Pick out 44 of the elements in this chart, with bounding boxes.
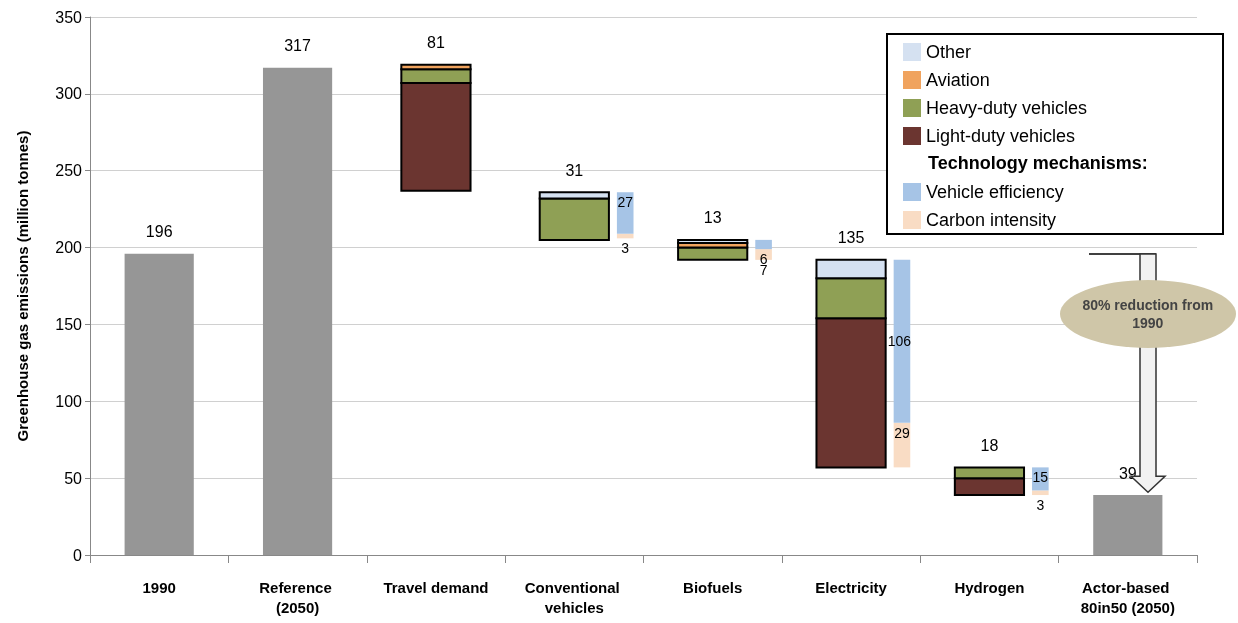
- bar: [616, 192, 634, 234]
- legend-label: Aviation: [926, 70, 990, 90]
- y-axis-title: Greenhouse gas emissions (million tonnes): [14, 130, 31, 442]
- annotation: 18: [980, 436, 999, 454]
- y-tick-label: 50: [64, 469, 83, 487]
- legend-title: Technology mechanisms:: [928, 153, 1148, 173]
- y-tick-label: 0: [73, 546, 83, 564]
- annotation: 81: [427, 34, 445, 52]
- data-label: 15: [1032, 469, 1049, 486]
- y-tick-label: 250: [55, 162, 83, 180]
- y-tick-label: 100: [55, 392, 83, 410]
- legend-label: Other: [926, 42, 972, 62]
- x-tick-label: Actor-based 80in50 (2050): [1080, 578, 1175, 616]
- data-label: 29: [894, 424, 910, 441]
- annotation: 13: [703, 209, 722, 227]
- y-tick-label: 200: [55, 239, 83, 257]
- data-label: 3: [621, 240, 630, 257]
- bar: [1093, 495, 1163, 555]
- y-tick-label: 150: [55, 315, 83, 333]
- data-label: 27: [617, 194, 634, 211]
- data-label: 317: [284, 37, 312, 55]
- x-tick-label: Electricity: [815, 578, 888, 596]
- annotation: 31: [565, 161, 584, 179]
- data-label: 196: [145, 223, 173, 241]
- y-tick-label: 300: [55, 85, 83, 103]
- bar: [755, 239, 772, 250]
- x-tick-label: 1990: [142, 578, 176, 596]
- annotation: 135: [837, 229, 865, 247]
- x-tick-label: Biofuels: [683, 578, 743, 596]
- data-label: 3: [1036, 497, 1045, 514]
- bar: [262, 67, 333, 555]
- y-tick-label: 350: [55, 8, 83, 26]
- x-tick-label: Conventional vehicles: [524, 578, 624, 616]
- data-label: 106: [887, 333, 912, 350]
- x-tick-label: Hydrogen: [954, 578, 1025, 596]
- annotation: 80% reduction from 1990: [1081, 296, 1214, 333]
- legend-label: Heavy-duty vehicles: [926, 98, 1088, 118]
- bar: [124, 253, 194, 555]
- legend-label: Light-duty vehicles: [926, 126, 1076, 146]
- x-tick-label: Travel demand: [383, 578, 489, 596]
- legend-label: Vehicle efficiency: [926, 182, 1064, 202]
- x-tick-label: Reference (2050): [259, 578, 336, 616]
- bar: [1032, 490, 1049, 496]
- legend-label: Carbon intensity: [926, 210, 1057, 230]
